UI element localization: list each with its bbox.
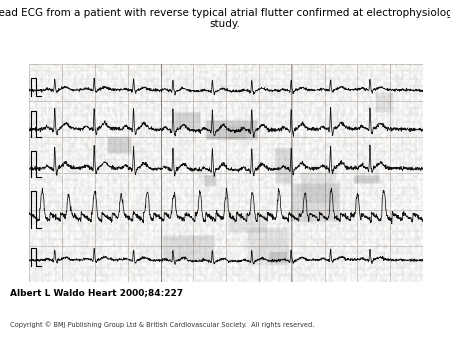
Text: 12 lead ECG from a patient with reverse typical atrial flutter confirmed at elec: 12 lead ECG from a patient with reverse … [0,8,450,19]
Text: Albert L Waldo Heart 2000;84:227: Albert L Waldo Heart 2000;84:227 [10,288,183,297]
Text: Copyright © BMJ Publishing Group Ltd & British Cardiovascular Society.  All righ: Copyright © BMJ Publishing Group Ltd & B… [10,322,314,329]
Text: Heart: Heart [390,314,432,328]
Text: study.: study. [210,19,240,29]
